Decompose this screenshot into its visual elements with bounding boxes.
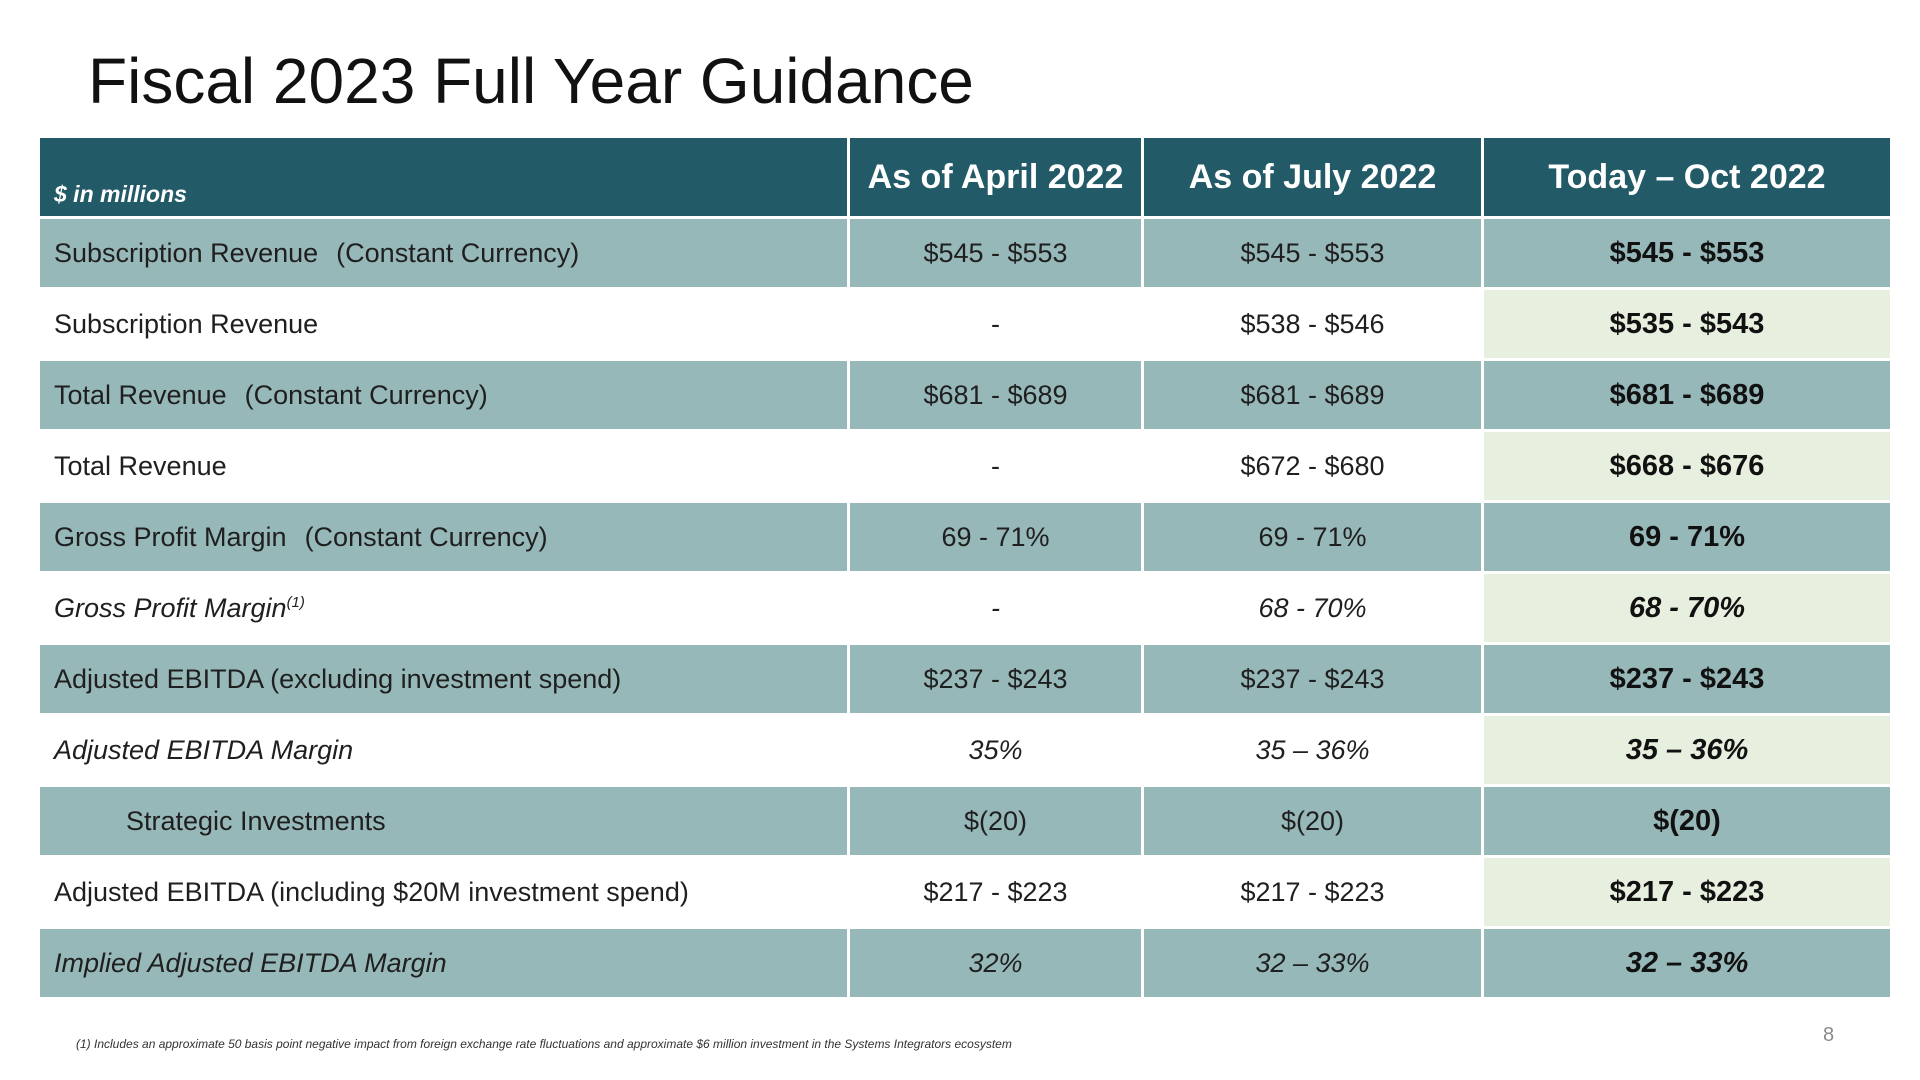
row-label-text: Gross Profit Margin	[54, 521, 287, 552]
cell-april: $217 - $223	[850, 855, 1144, 926]
unit-label: $ in millions	[40, 138, 850, 216]
cell-july: $(20)	[1144, 784, 1484, 855]
cell-july: 68 - 70%	[1144, 571, 1484, 642]
cell-april: 32%	[850, 926, 1144, 997]
cell-april: -	[850, 571, 1144, 642]
cell-july: $538 - $546	[1144, 287, 1484, 358]
footnote: (1) Includes an approximate 50 basis poi…	[76, 1037, 1012, 1051]
cell-today: 32 – 33%	[1484, 926, 1890, 997]
cell-today: $681 - $689	[1484, 358, 1890, 429]
cell-april: $545 - $553	[850, 216, 1144, 287]
row-label-qualifier: (Constant Currency)	[336, 237, 580, 268]
table-header-row: $ in millions As of April 2022 As of Jul…	[40, 138, 1890, 216]
cell-today: $668 - $676	[1484, 429, 1890, 500]
cell-july: $681 - $689	[1144, 358, 1484, 429]
table-row: Adjusted EBITDA (excluding investment sp…	[40, 642, 1890, 713]
cell-today: $545 - $553	[1484, 216, 1890, 287]
row-label: Gross Profit Margin(1)	[40, 571, 850, 642]
row-label-text: Subscription Revenue	[54, 237, 319, 268]
column-header-today: Today – Oct 2022	[1484, 138, 1890, 216]
cell-today: 68 - 70%	[1484, 571, 1890, 642]
table-row: Gross Profit Margin (Constant Currency) 6…	[40, 500, 1890, 571]
table-row: Total Revenue - $672 - $680 $668 - $676	[40, 429, 1890, 500]
cell-today: $237 - $243	[1484, 642, 1890, 713]
guidance-table: $ in millions As of April 2022 As of Jul…	[40, 138, 1890, 997]
cell-july: 32 – 33%	[1144, 926, 1484, 997]
row-label-qualifier: (Constant Currency)	[304, 521, 548, 552]
row-label: Subscription Revenue (Constant Currency)	[40, 216, 850, 287]
page-title: Fiscal 2023 Full Year Guidance	[88, 45, 974, 117]
row-label: Adjusted EBITDA (including $20M investme…	[40, 855, 850, 926]
cell-april: -	[850, 429, 1144, 500]
cell-july: $672 - $680	[1144, 429, 1484, 500]
cell-july: 35 – 36%	[1144, 713, 1484, 784]
cell-today: $535 - $543	[1484, 287, 1890, 358]
row-label-qualifier: (Constant Currency)	[244, 379, 488, 410]
cell-today: 69 - 71%	[1484, 500, 1890, 571]
cell-july: $545 - $553	[1144, 216, 1484, 287]
cell-april: 69 - 71%	[850, 500, 1144, 571]
cell-today: $(20)	[1484, 784, 1890, 855]
row-label-text: Gross Profit Margin	[54, 592, 287, 623]
row-label: Adjusted EBITDA (excluding investment sp…	[40, 642, 850, 713]
row-label: Gross Profit Margin (Constant Currency)	[40, 500, 850, 571]
cell-april: $237 - $243	[850, 642, 1144, 713]
table-row: Adjusted EBITDA Margin 35% 35 – 36% 35 –…	[40, 713, 1890, 784]
column-header-april: As of April 2022	[850, 138, 1144, 216]
column-header-july: As of July 2022	[1144, 138, 1484, 216]
table-row: Gross Profit Margin(1) - 68 - 70% 68 - 7…	[40, 571, 1890, 642]
page-number: 8	[1823, 1024, 1835, 1046]
row-label: Subscription Revenue	[40, 287, 850, 358]
cell-april: $(20)	[850, 784, 1144, 855]
table-row: Adjusted EBITDA (including $20M investme…	[40, 855, 1890, 926]
footnote-marker: (1)	[286, 593, 305, 611]
table-row: Subscription Revenue (Constant Currency) …	[40, 216, 1890, 287]
row-label-text: Total Revenue	[54, 379, 227, 410]
table-row: Total Revenue (Constant Currency) $681 - …	[40, 358, 1890, 429]
row-label: Strategic Investments	[40, 784, 850, 855]
cell-july: 69 - 71%	[1144, 500, 1484, 571]
cell-april: 35%	[850, 713, 1144, 784]
table-row: Subscription Revenue - $538 - $546 $535 …	[40, 287, 1890, 358]
row-label: Adjusted EBITDA Margin	[40, 713, 850, 784]
cell-today: 35 – 36%	[1484, 713, 1890, 784]
table-row: Strategic Investments $(20) $(20) $(20)	[40, 784, 1890, 855]
row-label: Implied Adjusted EBITDA Margin	[40, 926, 850, 997]
row-label: Total Revenue	[40, 429, 850, 500]
table-row: Implied Adjusted EBITDA Margin 32% 32 – …	[40, 926, 1890, 997]
cell-july: $217 - $223	[1144, 855, 1484, 926]
cell-today: $217 - $223	[1484, 855, 1890, 926]
cell-july: $237 - $243	[1144, 642, 1484, 713]
cell-april: -	[850, 287, 1144, 358]
row-label: Total Revenue (Constant Currency)	[40, 358, 850, 429]
cell-april: $681 - $689	[850, 358, 1144, 429]
